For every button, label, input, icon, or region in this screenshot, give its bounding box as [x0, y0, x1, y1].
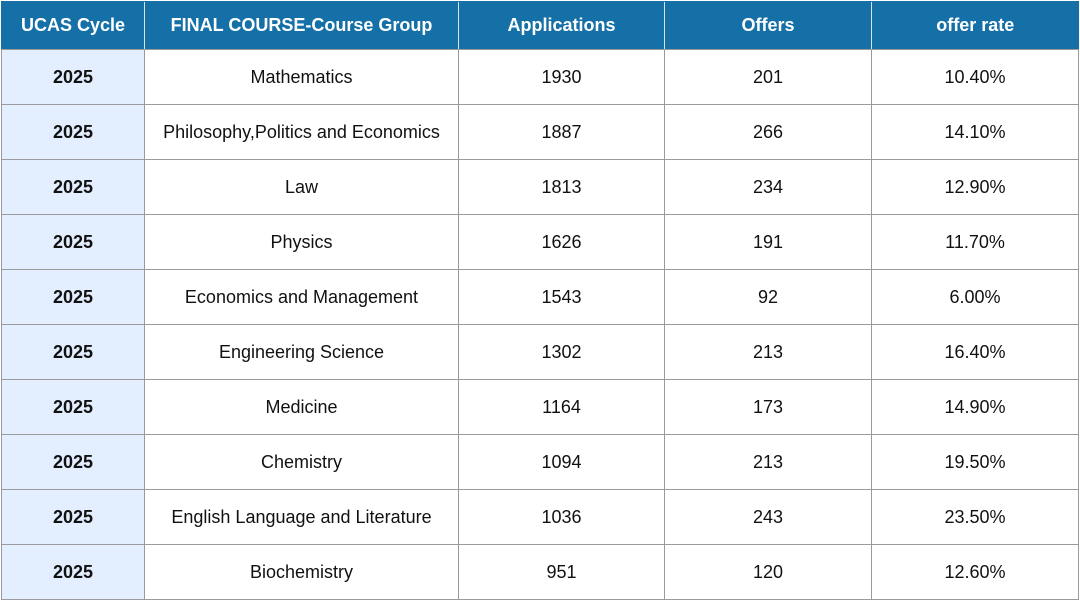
- header-row: UCAS Cycle FINAL COURSE-Course Group App…: [1, 1, 1079, 50]
- cell-offers: 201: [664, 49, 872, 105]
- cell-applications: 1094: [458, 434, 665, 490]
- table-row: 2025 Engineering Science 1302 213 16.40%: [1, 324, 1079, 380]
- cell-offers: 266: [664, 104, 872, 160]
- cell-applications: 1543: [458, 269, 665, 325]
- cell-offer-rate: 16.40%: [871, 324, 1079, 380]
- cell-offer-rate: 10.40%: [871, 49, 1079, 105]
- cell-offer-rate: 14.10%: [871, 104, 1079, 160]
- header-ucas-cycle: UCAS Cycle: [1, 1, 145, 50]
- cell-course-group: Medicine: [144, 379, 459, 435]
- cell-ucas-cycle: 2025: [1, 489, 145, 545]
- cell-course-group: Law: [144, 159, 459, 215]
- cell-course-group: Philosophy,Politics and Economics: [144, 104, 459, 160]
- cell-offers: 243: [664, 489, 872, 545]
- header-offers: Offers: [664, 1, 872, 50]
- cell-course-group: English Language and Literature: [144, 489, 459, 545]
- header-offer-rate: offer rate: [871, 1, 1079, 50]
- cell-applications: 1887: [458, 104, 665, 160]
- table-row: 2025 Medicine 1164 173 14.90%: [1, 379, 1079, 435]
- cell-applications: 951: [458, 544, 665, 600]
- cell-offers: 234: [664, 159, 872, 215]
- cell-offers: 173: [664, 379, 872, 435]
- cell-course-group: Mathematics: [144, 49, 459, 105]
- table-row: 2025 Chemistry 1094 213 19.50%: [1, 434, 1079, 490]
- cell-course-group: Physics: [144, 214, 459, 270]
- cell-offer-rate: 19.50%: [871, 434, 1079, 490]
- cell-ucas-cycle: 2025: [1, 159, 145, 215]
- cell-ucas-cycle: 2025: [1, 434, 145, 490]
- cell-offers: 213: [664, 434, 872, 490]
- cell-offer-rate: 12.90%: [871, 159, 1079, 215]
- table-row: 2025 Economics and Management 1543 92 6.…: [1, 269, 1079, 325]
- cell-course-group: Engineering Science: [144, 324, 459, 380]
- table-row: 2025 Physics 1626 191 11.70%: [1, 214, 1079, 270]
- cell-applications: 1302: [458, 324, 665, 380]
- cell-ucas-cycle: 2025: [1, 104, 145, 160]
- cell-offers: 191: [664, 214, 872, 270]
- cell-ucas-cycle: 2025: [1, 544, 145, 600]
- cell-course-group: Chemistry: [144, 434, 459, 490]
- cell-ucas-cycle: 2025: [1, 324, 145, 380]
- cell-ucas-cycle: 2025: [1, 379, 145, 435]
- table-row: 2025 English Language and Literature 103…: [1, 489, 1079, 545]
- table-row: 2025 Philosophy,Politics and Economics 1…: [1, 104, 1079, 160]
- cell-applications: 1626: [458, 214, 665, 270]
- cell-offers: 120: [664, 544, 872, 600]
- header-applications: Applications: [458, 1, 665, 50]
- cell-applications: 1930: [458, 49, 665, 105]
- cell-applications: 1813: [458, 159, 665, 215]
- table-row: 2025 Mathematics 1930 201 10.40%: [1, 49, 1079, 105]
- cell-ucas-cycle: 2025: [1, 269, 145, 325]
- header-course-group: FINAL COURSE-Course Group: [144, 1, 459, 50]
- cell-offers: 213: [664, 324, 872, 380]
- cell-offer-rate: 12.60%: [871, 544, 1079, 600]
- cell-offer-rate: 6.00%: [871, 269, 1079, 325]
- cell-applications: 1164: [458, 379, 665, 435]
- table-row: 2025 Biochemistry 951 120 12.60%: [1, 544, 1079, 600]
- cell-course-group: Biochemistry: [144, 544, 459, 600]
- table-row: 2025 Law 1813 234 12.90%: [1, 159, 1079, 215]
- cell-ucas-cycle: 2025: [1, 49, 145, 105]
- cell-offer-rate: 14.90%: [871, 379, 1079, 435]
- cell-ucas-cycle: 2025: [1, 214, 145, 270]
- cell-offer-rate: 23.50%: [871, 489, 1079, 545]
- cell-offers: 92: [664, 269, 872, 325]
- cell-offer-rate: 11.70%: [871, 214, 1079, 270]
- cell-applications: 1036: [458, 489, 665, 545]
- cell-course-group: Economics and Management: [144, 269, 459, 325]
